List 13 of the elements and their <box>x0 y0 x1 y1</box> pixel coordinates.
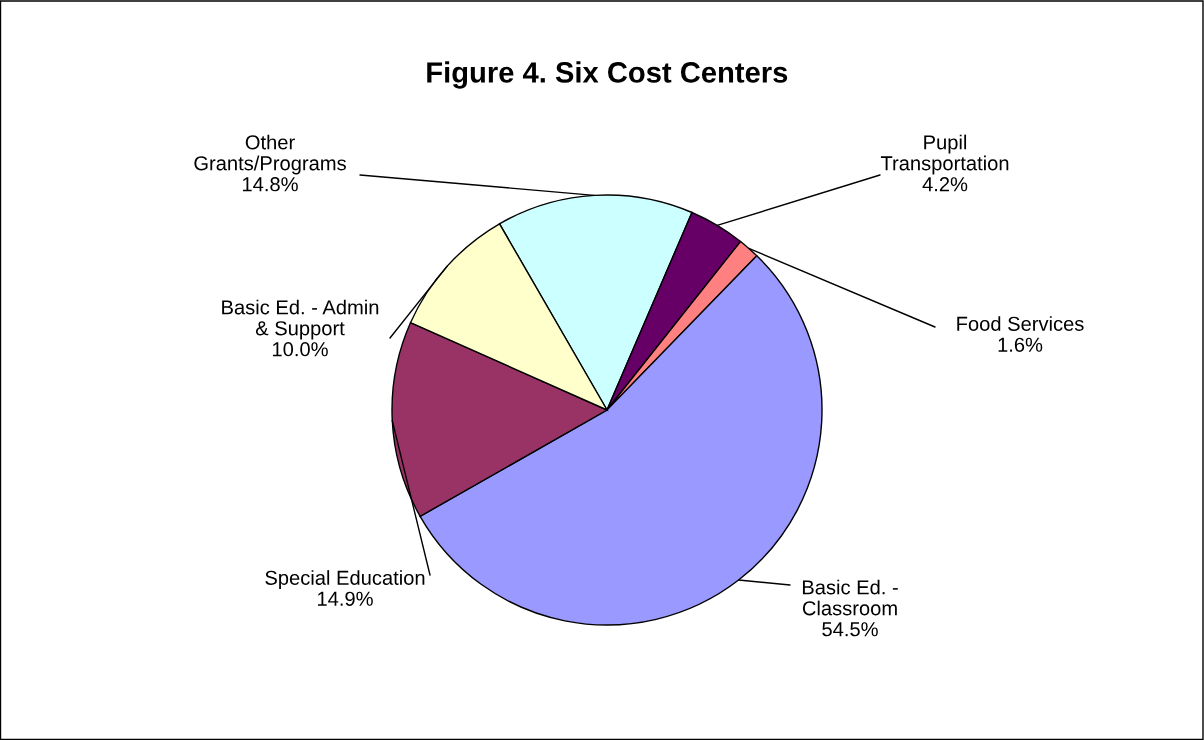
slice-label: Special Education <box>265 570 425 589</box>
slice-label: Food Services <box>957 316 1084 331</box>
data-label: 14.9% <box>317 591 373 606</box>
slice-label: Pupil Transportation <box>880 134 1009 175</box>
slice-label: Basic Ed. - Classroom <box>802 579 898 616</box>
data-label: 1.6% <box>998 337 1043 352</box>
slice-label: Other Grants/Programs <box>194 134 346 175</box>
data-label: 54.5% <box>822 622 878 637</box>
slice-label: Basic Ed. - Admin & Support <box>222 299 379 340</box>
data-label: 10.0% <box>272 342 328 357</box>
chart-title: Figure 4. Six Cost Centers <box>427 61 788 89</box>
data-label: 14.8% <box>242 177 298 192</box>
data-label: 4.2% <box>922 177 968 192</box>
